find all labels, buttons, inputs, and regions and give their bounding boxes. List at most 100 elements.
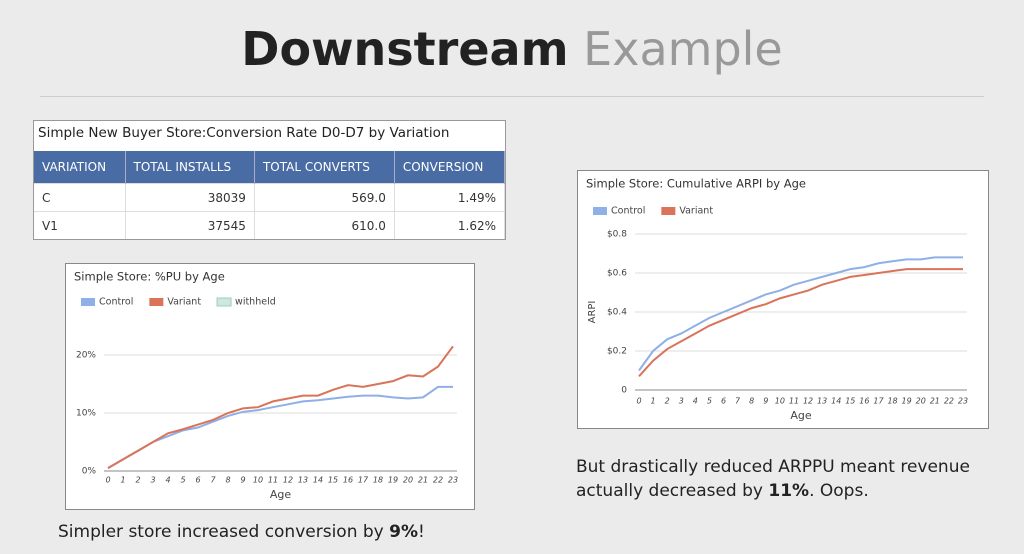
td: 38039	[125, 183, 255, 212]
x-tick-label: 1	[120, 476, 125, 485]
table: Simple New Buyer Store:Conversion Rate D…	[33, 120, 506, 240]
td: 37545	[125, 211, 255, 239]
x-tick-label: 7	[735, 397, 741, 406]
x-tick-label: 3	[150, 476, 155, 485]
table-title: Simple New Buyer Store:Conversion Rate D…	[38, 125, 450, 141]
x-tick-label: 22	[944, 397, 954, 406]
caption-text: But drastically reduced ARPPU meant reve…	[576, 457, 970, 501]
x-tick-label: 6	[721, 397, 726, 406]
x-tick-label: 1	[651, 397, 656, 406]
chart: Simple Store: Cumulative ARPI by Age Cont…	[577, 170, 989, 429]
x-tick-label: 23	[958, 397, 968, 406]
x-tick-label: 12	[803, 397, 813, 406]
caption-bold: 9%	[389, 522, 419, 542]
x-tick-label: 8	[749, 397, 754, 406]
x-tick-label: 18	[373, 476, 383, 485]
line	[638, 268, 963, 378]
x-tick-label: 4	[693, 397, 698, 406]
x-tick-label: 20	[403, 476, 413, 485]
legend-label: withheld	[235, 297, 276, 308]
x-tick-label: 22	[433, 476, 443, 485]
caption-text: . Oops.	[809, 481, 869, 501]
x-tick-label: 15	[328, 476, 338, 485]
x-tick-label: 2	[135, 476, 140, 485]
caption-text: !	[418, 522, 425, 542]
x-tick-label: 10	[253, 476, 263, 485]
x-tick-label: 6	[195, 476, 200, 485]
td: 569.0	[254, 183, 395, 212]
x-tick-label: 13	[298, 476, 308, 485]
legend-swatch	[81, 298, 95, 306]
chart: Simple Store: %PU by Age Control Variant wi…	[65, 263, 475, 510]
td: 1.62%	[394, 211, 506, 239]
legend-swatch	[149, 298, 164, 306]
y-tick-label: $0.6	[607, 269, 627, 279]
caption-text: Simpler store increased conversion by	[58, 522, 390, 542]
x-tick-label: 0	[636, 397, 641, 406]
x-tick-label: 15	[845, 397, 855, 406]
x-tick-label: 20	[916, 397, 926, 406]
x-tick-label: 5	[180, 476, 185, 485]
caption-bold: 11%	[768, 481, 810, 501]
x-tick-label: 17	[358, 476, 369, 485]
x-tick-label: 13	[817, 397, 827, 406]
line	[107, 345, 454, 469]
y-tick-label: $0.8	[607, 230, 627, 240]
x-tick-label: 11	[789, 397, 799, 406]
td: 610.0	[254, 211, 395, 239]
th: TOTAL INSTALLS	[125, 151, 255, 184]
line	[107, 385, 453, 469]
x-tick-label: 3	[679, 397, 684, 406]
slide-title: Downstream Example	[0, 22, 1024, 76]
x-tick-label: 4	[165, 476, 170, 485]
x-tick-label: 8	[225, 476, 230, 485]
table-grid: VARIATION TOTAL INSTALLS TOTAL CONVERTS CON…	[34, 151, 506, 239]
y-tick-label: $0.2	[607, 347, 627, 357]
td: C	[34, 183, 126, 212]
chart-title: Simple Store: Cumulative ARPI by Age	[586, 177, 806, 191]
td: 1.49%	[394, 183, 506, 212]
th: CONVERSION	[394, 151, 506, 184]
x-tick-label: 10	[775, 397, 785, 406]
divider	[40, 96, 984, 97]
x-tick-label: 7	[210, 476, 216, 485]
x-tick-label: 21	[930, 397, 940, 406]
legend-label: Control	[611, 206, 645, 217]
x-tick-label: 2	[665, 397, 670, 406]
x-tick-label: 19	[902, 397, 912, 406]
x-tick-label: 0	[105, 476, 110, 485]
legend-swatch	[661, 207, 676, 215]
x-tick-label: 16	[859, 397, 869, 406]
legend-label: Variant	[167, 297, 201, 308]
chart-title: Simple Store: %PU by Age	[74, 270, 225, 284]
x-tick-label: 17	[873, 397, 884, 406]
legend-label: Variant	[679, 206, 713, 217]
title-light: Example	[583, 22, 783, 76]
x-tick-label: 9	[763, 397, 768, 406]
x-tick-label: 16	[343, 476, 353, 485]
td: V1	[34, 211, 126, 239]
x-tick-label: 5	[707, 397, 712, 406]
x-tick-label: 11	[268, 476, 278, 485]
x-tick-label: 21	[418, 476, 428, 485]
x-axis-label: Age	[790, 409, 812, 422]
x-tick-label: 18	[887, 397, 897, 406]
x-tick-label: 9	[240, 476, 245, 485]
x-tick-label: 14	[831, 397, 841, 406]
y-tick-label: 20%	[76, 351, 96, 361]
y-axis-label: ARPI	[587, 301, 598, 324]
y-tick-label: $0.4	[607, 308, 627, 318]
x-tick-label: 19	[388, 476, 398, 485]
legend-swatch	[216, 297, 232, 307]
x-tick-label: 23	[448, 476, 458, 485]
line	[638, 256, 963, 372]
legend-swatch	[593, 207, 607, 215]
x-tick-label: 12	[283, 476, 293, 485]
x-tick-label: 14	[313, 476, 323, 485]
legend-label: Control	[99, 297, 133, 308]
y-tick-label: 10%	[76, 409, 96, 419]
th: VARIATION	[34, 151, 126, 184]
th: TOTAL CONVERTS	[254, 151, 395, 184]
caption: Simpler store increased conversion by 9%…	[58, 522, 425, 542]
